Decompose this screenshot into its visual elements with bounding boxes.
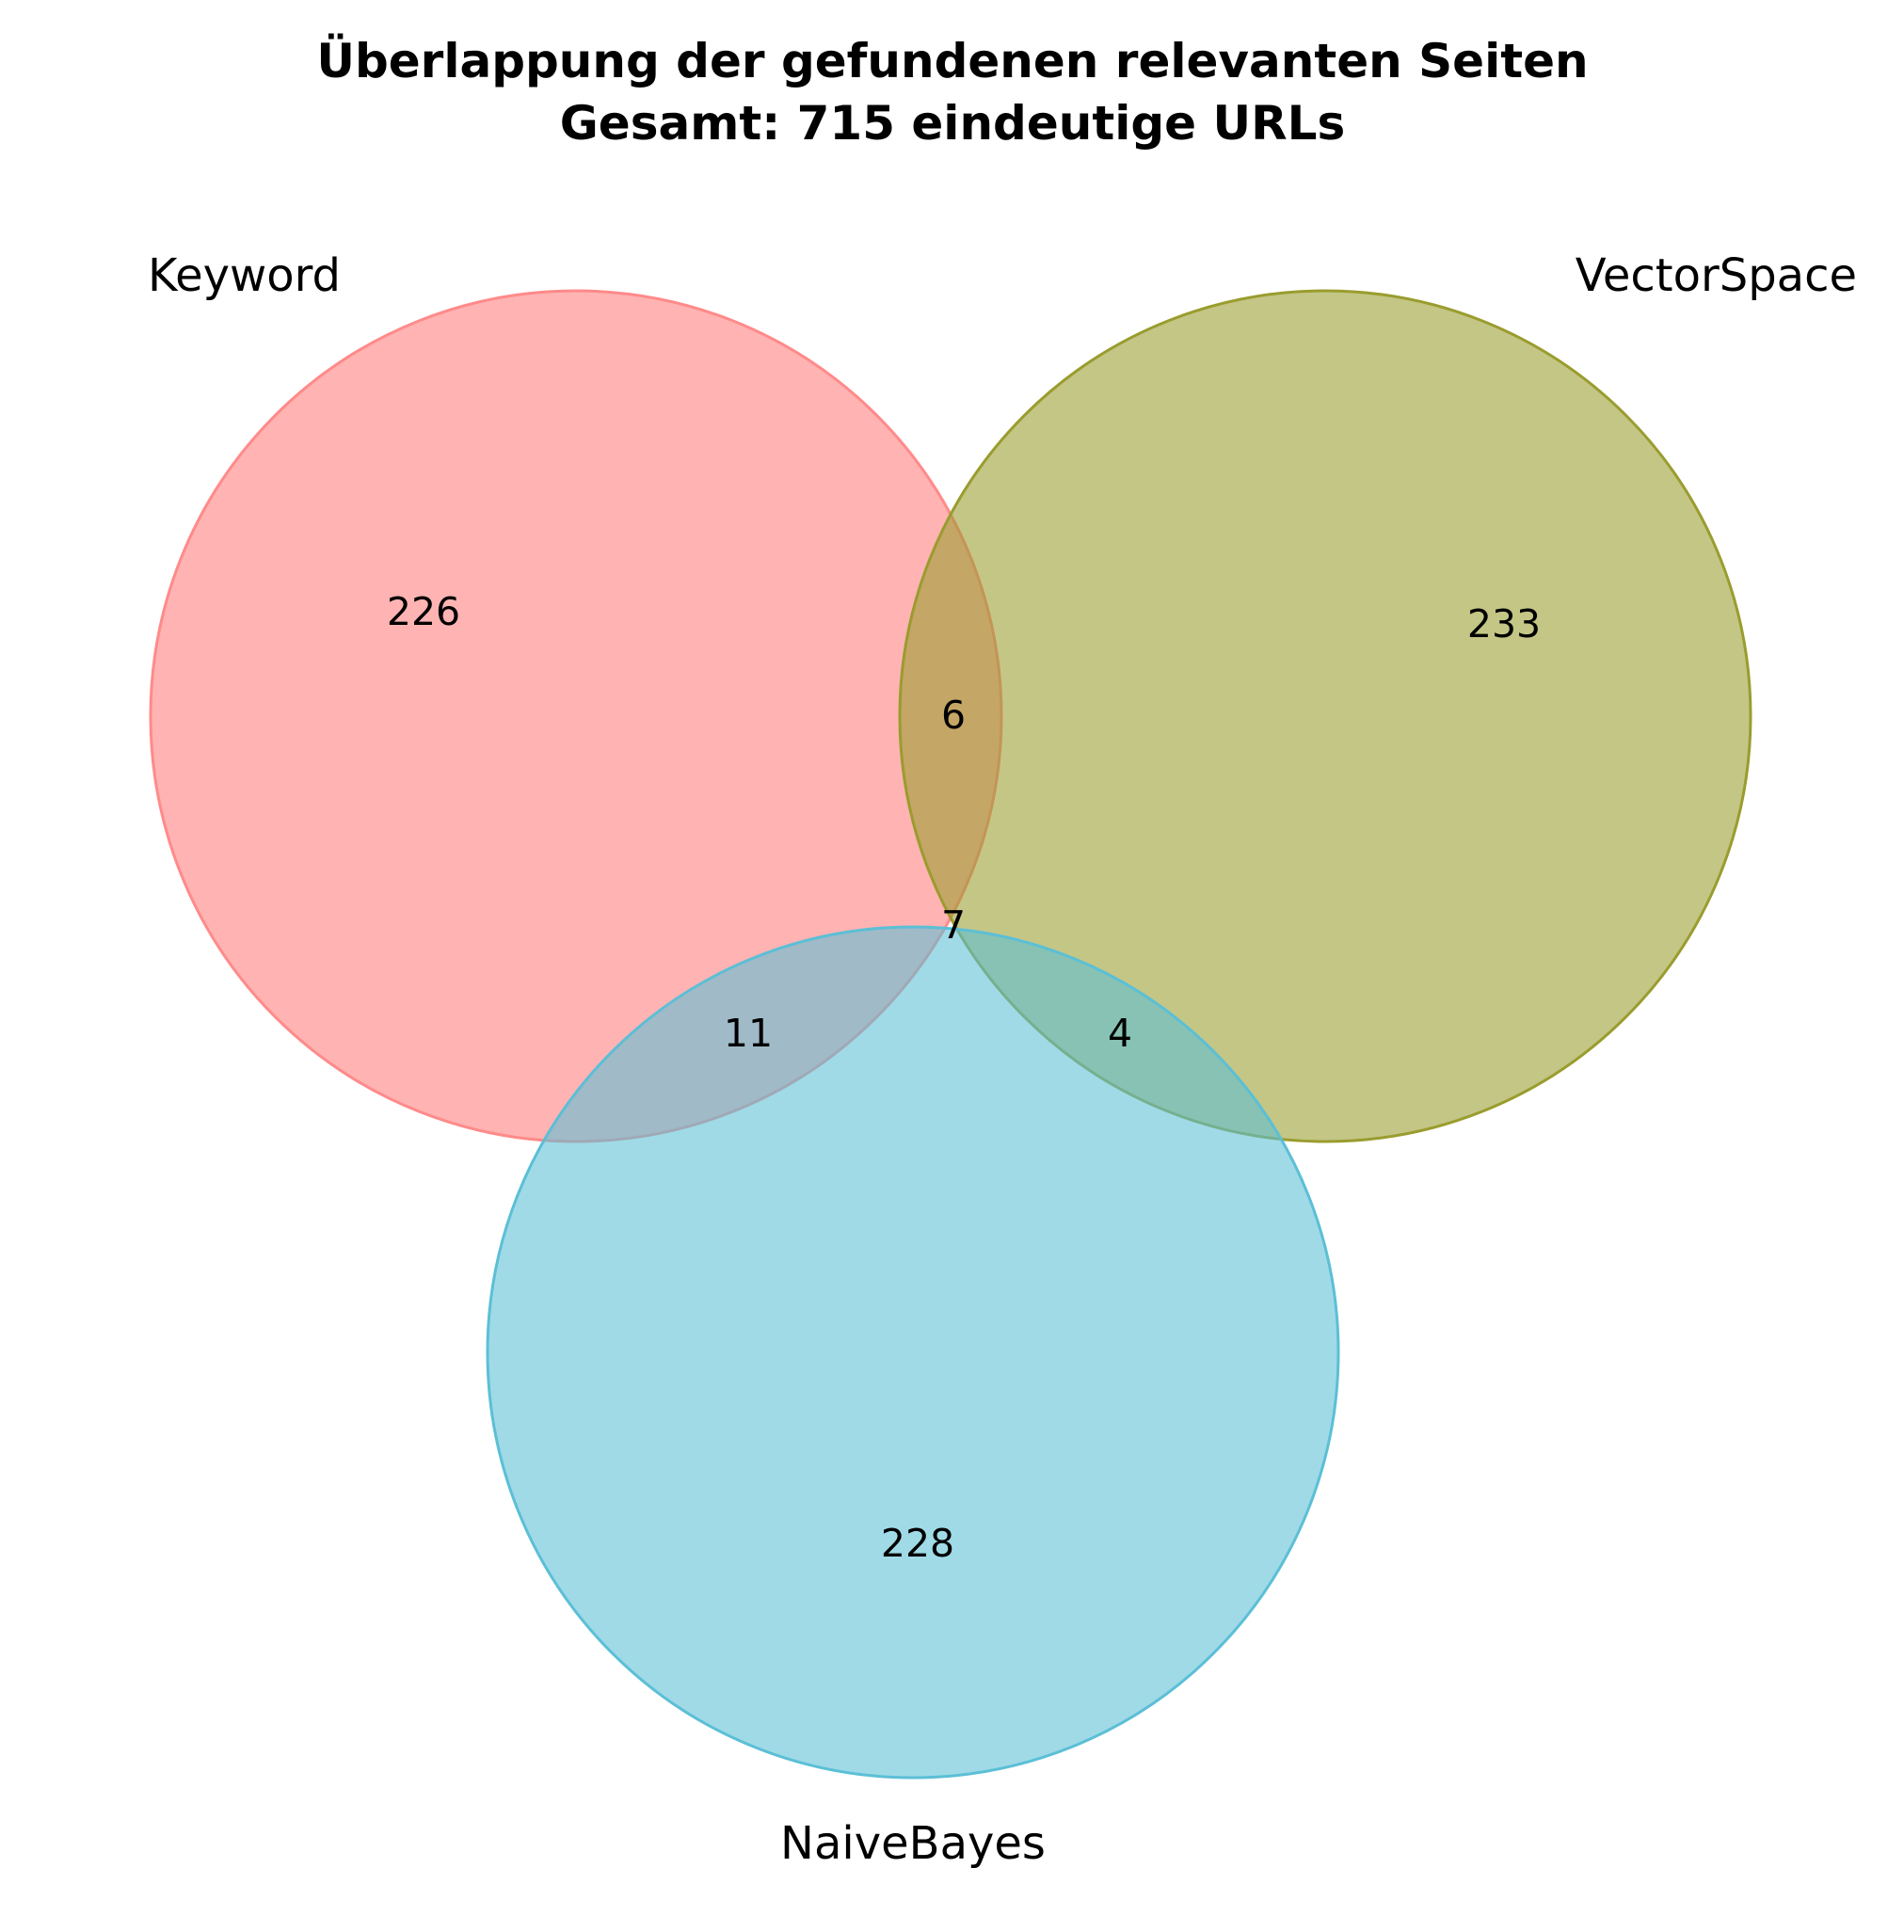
naivebayes-set-label: NaiveBayes <box>780 1817 1046 1870</box>
naivebayes-only-count: 228 <box>881 1521 954 1566</box>
keyword-vectorspace-count: 6 <box>941 693 966 738</box>
keyword-naivebayes-count: 11 <box>724 1011 773 1056</box>
chart-title-line-1: Überlappung der gefundenen relevanten Se… <box>316 33 1588 88</box>
vectorspace-only-count: 233 <box>1467 601 1541 647</box>
vectorspace-circle <box>898 289 1752 1143</box>
naivebayes-circle <box>486 925 1340 1780</box>
vectorspace-set-label: VectorSpace <box>1576 249 1857 302</box>
vectorspace-naivebayes-count: 4 <box>1108 1011 1132 1056</box>
all-three-count: 7 <box>941 902 966 948</box>
keyword-only-count: 226 <box>387 589 460 634</box>
chart-title-line-2: Gesamt: 715 eindeutige URLs <box>560 96 1345 151</box>
keyword-set-label: Keyword <box>148 249 341 302</box>
